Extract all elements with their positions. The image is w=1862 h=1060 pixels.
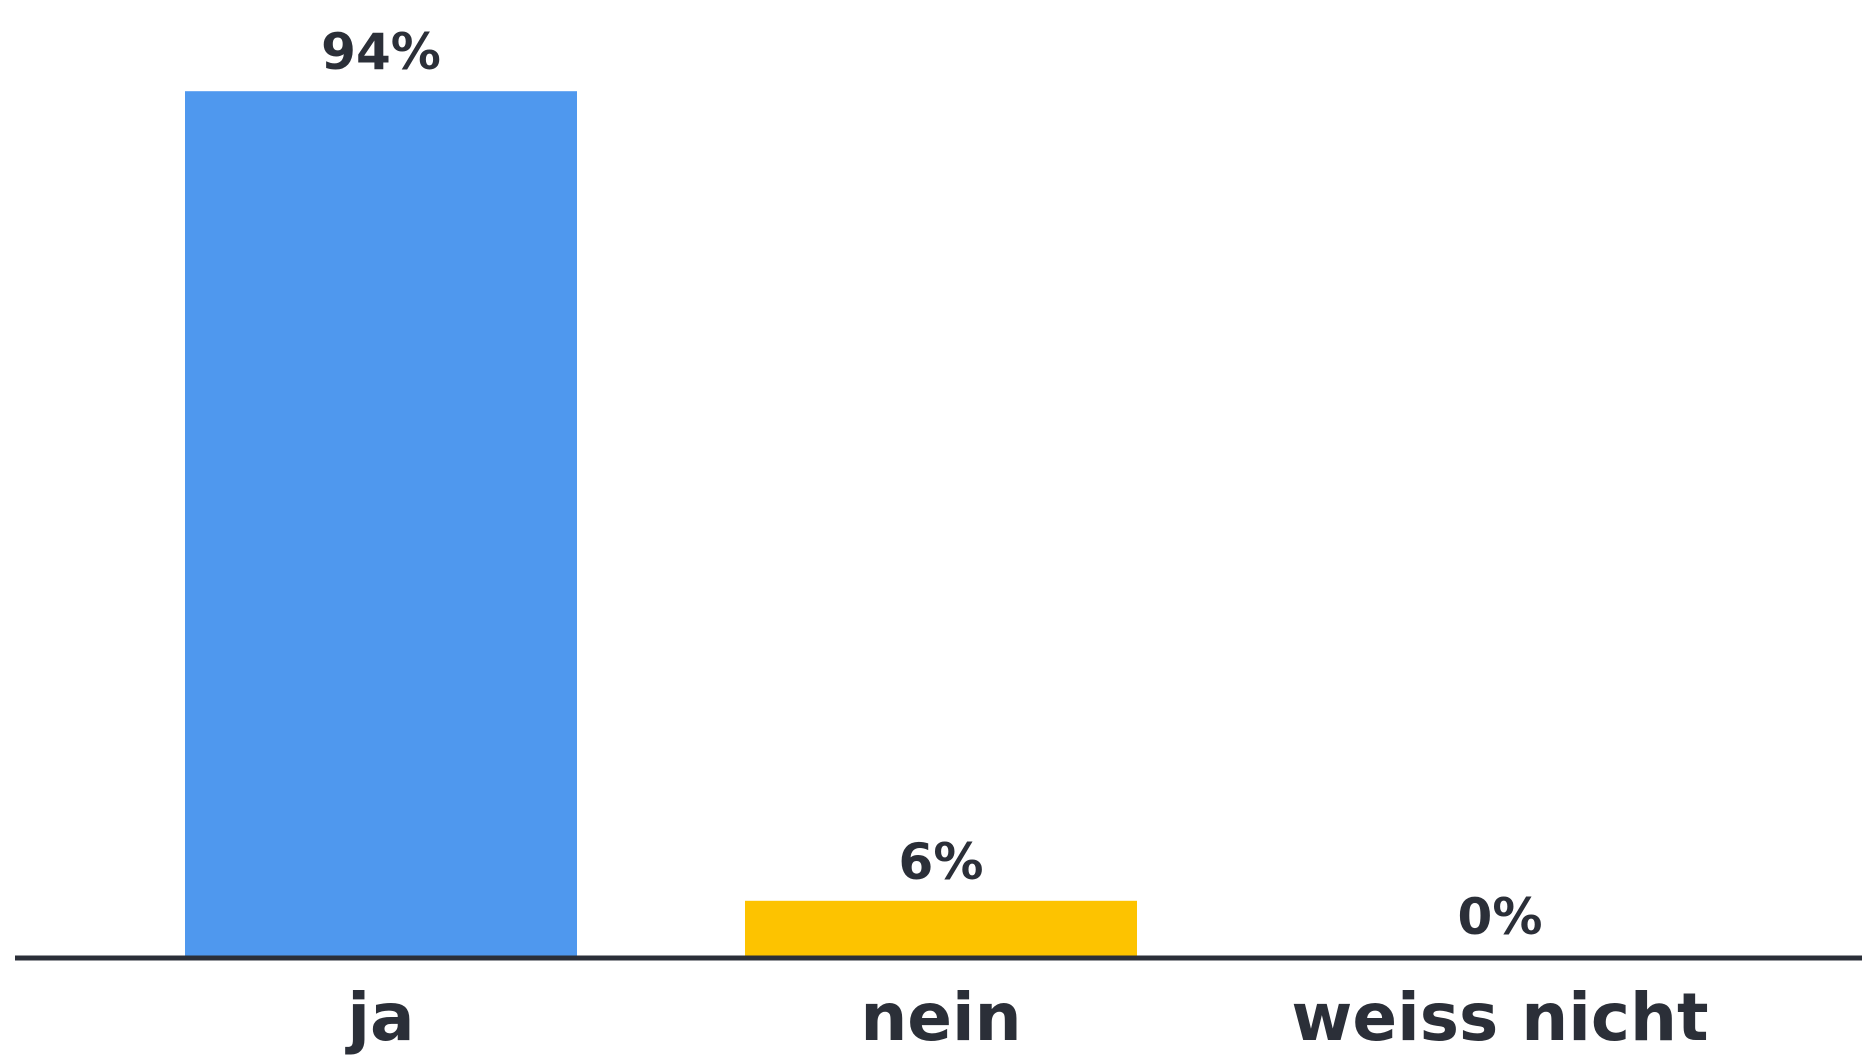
bar-0: [185, 91, 577, 956]
bar-1: [745, 900, 1137, 956]
value-label-0: 94%: [321, 23, 441, 81]
labels-layer: 94% ja 6% nein 0% weiss nicht: [321, 23, 1708, 1056]
x-tick-label-1: nein: [860, 979, 1021, 1056]
x-tick-label-0: ja: [344, 979, 414, 1056]
value-label-2: 0%: [1458, 888, 1543, 946]
bars-layer: [185, 91, 1137, 956]
value-label-1: 6%: [899, 833, 984, 891]
x-tick-label-2: weiss nicht: [1291, 979, 1708, 1056]
